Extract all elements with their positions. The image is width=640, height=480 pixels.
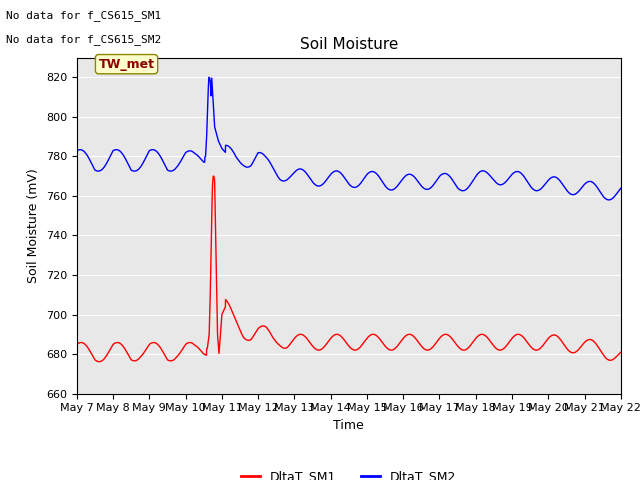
- Text: TW_met: TW_met: [99, 58, 155, 71]
- Text: No data for f_CS615_SM1: No data for f_CS615_SM1: [6, 10, 162, 21]
- Y-axis label: Soil Moisture (mV): Soil Moisture (mV): [28, 168, 40, 283]
- X-axis label: Time: Time: [333, 419, 364, 432]
- Title: Soil Moisture: Soil Moisture: [300, 37, 398, 52]
- Legend: DltaT_SM1, DltaT_SM2: DltaT_SM1, DltaT_SM2: [236, 465, 461, 480]
- Text: No data for f_CS615_SM2: No data for f_CS615_SM2: [6, 34, 162, 45]
